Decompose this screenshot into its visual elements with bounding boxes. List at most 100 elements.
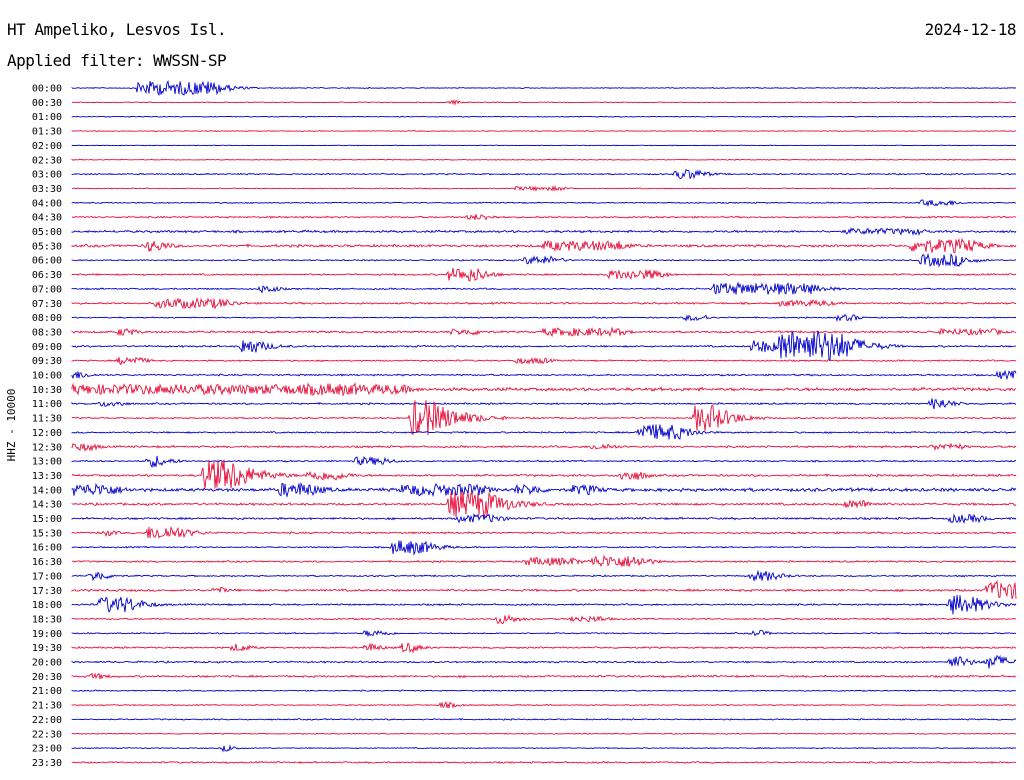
seismic-trace xyxy=(71,184,1017,192)
row-time-label: 11:00 xyxy=(32,399,62,410)
row-time-label: 03:30 xyxy=(32,184,62,195)
seismic-trace xyxy=(71,481,1017,498)
seismic-trace xyxy=(71,654,1017,669)
row-time-label: 22:30 xyxy=(32,729,62,740)
row-time-label: 00:00 xyxy=(32,84,62,95)
seismic-trace xyxy=(71,268,1017,282)
row-time-label: 17:30 xyxy=(32,586,62,597)
row-time-label: 04:30 xyxy=(32,213,62,224)
seismic-trace xyxy=(71,168,1017,180)
row-time-label: 20:00 xyxy=(32,658,62,669)
seismic-trace xyxy=(71,455,1017,469)
row-time-label: 21:30 xyxy=(32,701,62,712)
row-time-label: 21:00 xyxy=(32,686,62,697)
seismic-trace xyxy=(71,281,1017,295)
row-time-label: 00:30 xyxy=(32,98,62,109)
seismic-trace xyxy=(71,579,1017,600)
seismic-trace xyxy=(71,400,1017,436)
row-time-label: 12:30 xyxy=(32,442,62,453)
seismic-trace xyxy=(71,459,1017,489)
row-time-label: 11:30 xyxy=(32,414,62,425)
seismic-trace xyxy=(71,629,1017,638)
row-time-label: 18:00 xyxy=(32,600,62,611)
row-time-label: 09:30 xyxy=(32,356,62,367)
row-time-label: 17:00 xyxy=(32,571,62,582)
seismic-trace xyxy=(71,569,1017,582)
row-time-label: 19:00 xyxy=(32,629,62,640)
seismic-trace xyxy=(71,144,1017,147)
row-time-label: 03:00 xyxy=(32,170,62,181)
y-axis-label: HHZ - 10000 xyxy=(5,389,18,462)
seismic-trace xyxy=(71,700,1017,709)
seismic-trace xyxy=(71,296,1017,310)
seismic-trace xyxy=(71,491,1017,519)
row-time-label: 22:00 xyxy=(32,715,62,726)
row-time-label: 16:30 xyxy=(32,557,62,568)
row-time-label: 15:30 xyxy=(32,528,62,539)
row-time-label: 10:00 xyxy=(32,371,62,382)
seismic-trace xyxy=(71,214,1017,221)
seismic-trace xyxy=(71,424,1017,440)
seismic-trace xyxy=(71,732,1017,735)
row-time-label: 12:00 xyxy=(32,428,62,439)
seismic-trace xyxy=(71,595,1017,615)
row-time-label: 05:00 xyxy=(32,227,62,238)
seismic-trace xyxy=(71,115,1017,118)
row-time-label: 01:00 xyxy=(32,112,62,123)
seismic-trace xyxy=(71,330,1017,361)
seismic-trace xyxy=(71,237,1017,254)
station-title: HT Ampeliko, Lesvos Isl. xyxy=(7,20,227,39)
seismic-trace xyxy=(71,381,1017,397)
filter-label: Applied filter: WWSSN-SP xyxy=(7,51,227,70)
seismic-trace xyxy=(71,252,1016,268)
helicorder-rows: 00:00 00:30 01:00 01:30 02:00 02:30 03:00 03:30… xyxy=(32,80,1017,769)
row-time-label: 13:00 xyxy=(32,457,62,468)
row-time-label: 08:30 xyxy=(32,327,62,338)
seismic-trace xyxy=(71,158,1017,161)
seismic-trace xyxy=(71,554,1017,568)
row-time-label: 23:30 xyxy=(32,758,62,769)
seismic-trace xyxy=(71,369,1017,381)
seismic-trace xyxy=(71,614,1017,625)
seismic-trace xyxy=(71,744,1017,753)
row-time-label: 08:00 xyxy=(32,313,62,324)
seismic-trace xyxy=(72,99,1017,106)
seismic-trace xyxy=(71,689,1017,692)
seismic-trace xyxy=(71,442,1017,452)
seismic-trace xyxy=(71,717,1017,721)
row-time-label: 06:30 xyxy=(32,270,62,281)
row-time-label: 07:00 xyxy=(32,284,62,295)
row-time-label: 14:30 xyxy=(32,500,62,511)
seismic-trace xyxy=(71,672,1017,680)
seismic-trace xyxy=(71,642,1017,654)
seismic-trace xyxy=(71,512,1017,524)
seismic-trace xyxy=(71,314,1017,323)
seismic-trace xyxy=(71,199,1017,208)
row-time-label: 14:00 xyxy=(32,485,62,496)
row-time-label: 19:30 xyxy=(32,643,62,654)
row-time-label: 02:30 xyxy=(32,155,62,166)
row-time-label: 13:30 xyxy=(32,471,62,482)
seismic-trace xyxy=(71,540,1017,556)
row-time-label: 10:30 xyxy=(32,385,62,396)
row-time-label: 07:30 xyxy=(32,299,62,310)
row-time-label: 06:00 xyxy=(32,256,62,267)
seismic-trace xyxy=(71,760,1016,765)
seismic-trace xyxy=(71,398,1017,410)
row-time-label: 02:00 xyxy=(32,141,62,152)
row-time-label: 18:30 xyxy=(32,614,62,625)
date-label: 2024-12-18 xyxy=(924,20,1017,39)
seismic-trace xyxy=(71,227,1017,237)
row-time-label: 16:00 xyxy=(32,543,62,554)
row-time-label: 23:00 xyxy=(32,744,62,755)
seismic-trace xyxy=(71,80,1017,97)
row-time-label: 04:00 xyxy=(32,198,62,209)
seismic-trace xyxy=(71,326,1017,338)
seismic-trace xyxy=(71,356,1017,366)
row-time-label: 20:30 xyxy=(32,672,62,683)
row-time-label: 15:00 xyxy=(32,514,62,525)
row-time-label: 01:30 xyxy=(32,127,62,138)
seismic-trace xyxy=(71,525,1017,539)
seismic-trace xyxy=(71,130,1017,133)
